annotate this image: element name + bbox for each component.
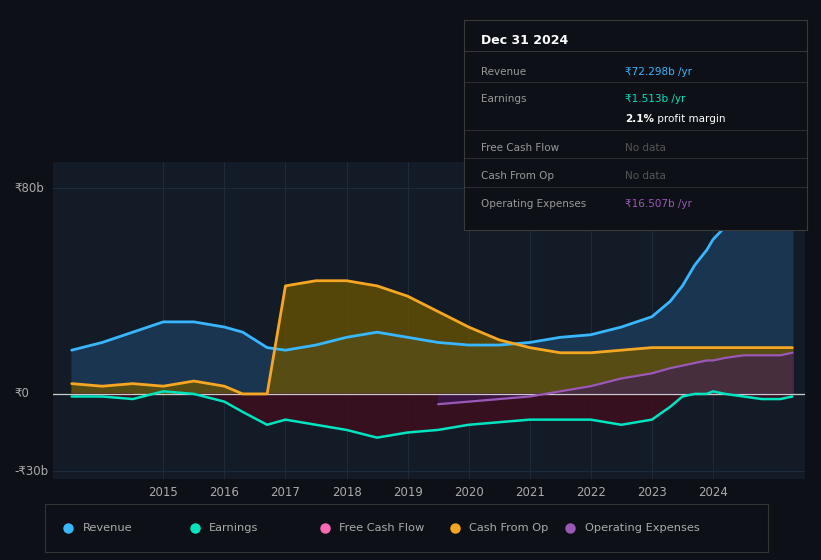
Text: ₹80b: ₹80b — [15, 181, 44, 195]
Text: Dec 31 2024: Dec 31 2024 — [481, 34, 568, 47]
Text: profit margin: profit margin — [654, 114, 726, 124]
Text: No data: No data — [625, 171, 666, 181]
Text: ₹16.507b /yr: ₹16.507b /yr — [625, 199, 692, 209]
Text: Cash From Op: Cash From Op — [481, 171, 554, 181]
Text: Revenue: Revenue — [83, 523, 132, 533]
Text: No data: No data — [625, 143, 666, 153]
Text: ₹72.298b /yr: ₹72.298b /yr — [625, 67, 692, 77]
Text: Earnings: Earnings — [481, 95, 526, 104]
Text: -₹30b: -₹30b — [15, 465, 49, 478]
Text: ₹0: ₹0 — [15, 388, 30, 400]
Text: ₹1.513b /yr: ₹1.513b /yr — [625, 95, 686, 104]
Text: Cash From Op: Cash From Op — [470, 523, 548, 533]
Text: Operating Expenses: Operating Expenses — [585, 523, 699, 533]
Text: Revenue: Revenue — [481, 67, 526, 77]
Text: 2.1%: 2.1% — [625, 114, 654, 124]
Text: Free Cash Flow: Free Cash Flow — [481, 143, 559, 153]
Text: Free Cash Flow: Free Cash Flow — [339, 523, 424, 533]
Text: Earnings: Earnings — [209, 523, 259, 533]
Text: Operating Expenses: Operating Expenses — [481, 199, 586, 209]
